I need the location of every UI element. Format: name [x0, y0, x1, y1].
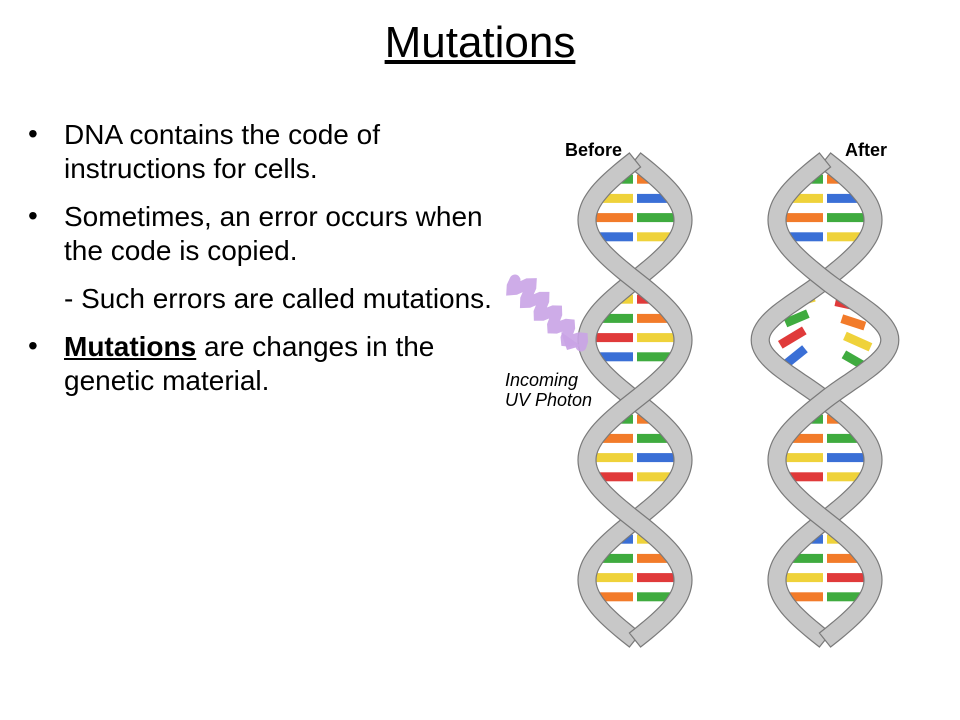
bullet-dot: • — [28, 330, 64, 362]
figure: Before After Incoming UV Photon — [495, 120, 955, 680]
bullet-dot: • — [28, 118, 64, 150]
label-before: Before — [565, 140, 622, 161]
bullet-1: • DNA contains the code of instructions … — [28, 118, 508, 186]
slide: Mutations • DNA contains the code of ins… — [0, 0, 960, 720]
bullet-dot: • — [28, 200, 64, 232]
slide-title: Mutations — [0, 0, 960, 78]
bullet-3: • Mutations are changes in the genetic m… — [28, 330, 508, 398]
bullet-2-text: Sometimes, an error occurs when the code… — [64, 200, 508, 268]
label-uv-photon: Incoming UV Photon — [505, 370, 592, 410]
uv-line1: Incoming — [505, 370, 578, 390]
label-after: After — [845, 140, 887, 161]
bullet-1-text: DNA contains the code of instructions fo… — [64, 118, 508, 186]
bullet-2: • Sometimes, an error occurs when the co… — [28, 200, 508, 268]
text-column: • DNA contains the code of instructions … — [0, 78, 508, 412]
sub-line: - Such errors are called mutations. — [64, 282, 508, 316]
bullet-3-text: Mutations are changes in the genetic mat… — [64, 330, 508, 398]
bullet-3-bold: Mutations — [64, 331, 196, 362]
uv-line2: UV Photon — [505, 390, 592, 410]
